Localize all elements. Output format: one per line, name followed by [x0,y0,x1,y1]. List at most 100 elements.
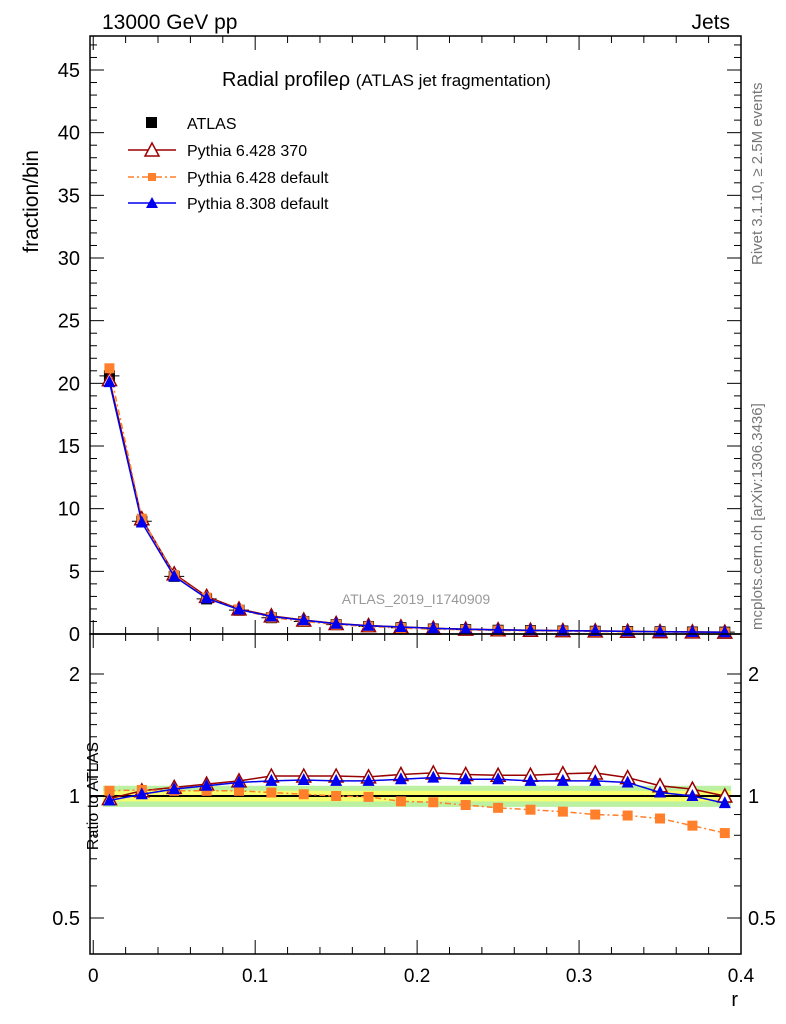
main-y-tick-label: 20 [58,373,80,395]
legend-label-py8-default: Pythia 8.308 default [187,196,329,213]
ratio-ylabel: Ratio to ATLAS [85,742,102,850]
main-y-tick-label: 25 [58,311,80,333]
data-point-mc [168,569,181,582]
ratio-data-point [363,791,374,802]
x-axis-label: r [731,989,738,1011]
ratio-series-line [109,772,725,800]
ratio-data-point [135,787,148,800]
side-label-rivet: Rivet 3.1.10, ≥ 2.5M events [749,83,766,266]
ratio-data-point [330,773,343,786]
analysis-watermark: ATLAS_2019_I1740909 [342,591,491,607]
ratio-data-point [232,775,245,788]
main-axes: 0 5 10 15 20 25 30 35 40 45 [58,36,742,646]
ratio-y-tick-label-right: 2 [748,664,759,686]
data-point-mc [103,375,116,388]
ratio-data-point [394,772,407,785]
ratio-y-tick-label-right: 1 [748,786,759,808]
data-point-mc [362,618,375,631]
ratio-y-tick-label: 1 [69,786,80,808]
x-tick-label: 0.3 [566,966,592,987]
ratio-uncertainty-band [90,785,741,807]
ratio-y-tick-label: 2 [69,664,80,686]
ratio-data-point [362,773,375,786]
ratio-data-point [590,809,601,820]
data-point-mc [104,363,115,374]
ratio-data-point [589,773,602,786]
ratio-data-point [298,789,309,800]
legend-label-py6-default: Pythia 6.428 default [187,170,329,187]
data-point-mc [589,623,602,636]
main-y-tick-label: 5 [69,561,80,583]
data-point-mc [492,622,505,635]
ratio-data-point [686,789,699,801]
ratio-data-point [395,796,406,807]
ratio-data-point [718,796,731,809]
data-point-mc [459,622,472,635]
data-point-mc [427,621,440,634]
ratio-data-point [427,770,440,783]
legend-marker-py8-default [146,197,158,208]
data-point-mc [524,623,537,636]
legend-marker-atlas [146,117,157,128]
ratio-data-point [654,785,667,798]
ratio-data-point [622,810,633,821]
ratio-data-point [201,785,212,796]
data-point-mc [394,619,407,632]
main-y-tick-label: 40 [58,123,80,145]
header-left: 13000 GeV pp [102,11,237,34]
ratio-data-point [556,773,569,786]
legend-marker-py6-370 [143,141,161,157]
main-ylabel: fraction/bin [20,150,43,253]
side-label-mcplots: mcplots.cern.ch [arXiv:1306.3436] [749,403,766,630]
ratio-data-point [265,773,278,786]
ratio-data-point [428,797,439,808]
ratio-data-point [103,793,116,806]
ratio-data-point [459,772,472,785]
ratio-data-point [687,820,698,831]
main-y-tick-label: 15 [58,436,80,458]
main-y-tick-label: 35 [58,185,80,207]
data-point-mc [330,616,343,629]
data-point-mc [135,515,148,528]
ratio-data-point [331,791,342,801]
ratio-data-point [525,804,536,815]
ratio-data-point [200,778,213,791]
ratio-data-point [557,806,568,817]
ratio-data-point [104,785,115,796]
ratio-plot-area [101,764,734,839]
main-y-tick-label: 0 [69,624,80,646]
header-right: Jets [691,11,730,34]
data-point-mc [200,591,213,604]
data-point-mc [297,613,310,626]
legend: ATLAS Pythia 6.428 370 Pythia 6.428 defa… [128,116,329,213]
x-tick-label: 0.4 [728,966,755,987]
ratio-series-line [109,789,725,834]
ratio-series-line [109,776,725,804]
ratio-data-point [719,828,730,839]
legend-label-py6-370: Pythia 6.428 370 [187,143,307,160]
ratio-data-point [168,782,181,795]
main-y-tick-label: 30 [58,248,80,270]
legend-label-atlas: ATLAS [187,116,237,133]
x-tick-label: 0.2 [404,966,430,987]
ratio-plot-frame [89,633,742,955]
ratio-data-point [493,802,504,813]
ratio-data-point [492,772,505,785]
ratio-y-tick-label: 0.5 [52,908,80,930]
main-series-line [108,381,725,633]
ratio-data-point [621,775,634,788]
main-y-tick-label: 45 [58,60,80,82]
ratio-data-point [297,773,310,786]
ratio-data-point [524,773,537,786]
x-tick-label: 0.1 [242,966,268,987]
data-point-mc [265,609,278,622]
ratio-data-point [233,785,244,796]
ratio-data-point [655,813,666,824]
data-point-mc [556,623,569,636]
ratio-data-point [460,800,471,811]
legend-marker-py6-default [148,173,156,181]
main-y-tick-label: 10 [58,499,80,521]
ratio-data-point [266,787,277,798]
chart-title: Radial profileρ (ATLAS jet fragmentation… [222,69,551,91]
